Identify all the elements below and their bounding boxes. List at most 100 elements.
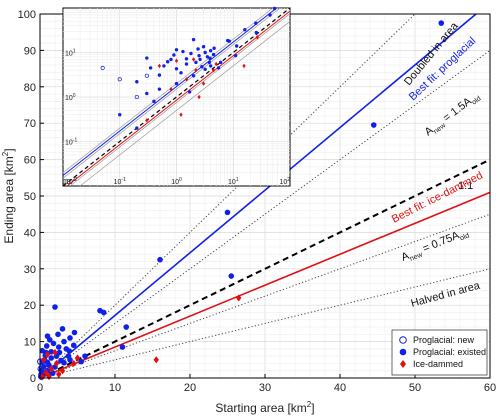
- point-proglacial-existed: [82, 353, 88, 359]
- inset-point-proglacial-existed: [166, 60, 170, 64]
- inset-x-tick-label: 10-1: [114, 177, 126, 186]
- inset-point-proglacial-existed: [184, 57, 189, 61]
- inset-point-proglacial-new: [144, 73, 149, 78]
- inset-point-ice-dammed: [184, 77, 189, 82]
- point-proglacial-existed: [61, 338, 67, 345]
- inset-point-ice-dammed: [255, 35, 259, 40]
- inset-point-proglacial-existed: [135, 80, 139, 84]
- legend-marker-proglacial-new: [399, 336, 407, 344]
- inset-point-proglacial-existed: [169, 57, 173, 62]
- inset-point-proglacial-existed: [196, 47, 200, 51]
- point-proglacial-existed: [48, 355, 55, 361]
- point-ice-dammed: [153, 356, 159, 364]
- point-ice-dammed: [53, 359, 60, 368]
- reference-line-doubled-in-area: [39, 13, 416, 379]
- point-proglacial-existed: [46, 336, 53, 343]
- annotation-one-to-one: 1:1: [458, 180, 473, 192]
- point-proglacial-existed: [48, 348, 55, 355]
- point-proglacial-existed: [438, 20, 445, 26]
- point-ice-dammed: [236, 294, 242, 302]
- inset-reference-line: [62, 7, 277, 176]
- reference-line-a-new-1-5a-old: [39, 49, 491, 379]
- point-proglacial-existed: [123, 324, 130, 330]
- x-tick-label: 10: [109, 382, 121, 394]
- inset-point-proglacial-existed: [205, 55, 210, 59]
- point-proglacial-existed: [370, 122, 377, 128]
- inset-point-proglacial-existed: [254, 21, 258, 25]
- point-proglacial-existed: [52, 304, 58, 310]
- inset-point-proglacial-existed: [226, 38, 230, 43]
- point-proglacial-existed: [56, 349, 63, 356]
- inset-reference-line: [62, 7, 274, 173]
- inset-point-proglacial-existed: [254, 30, 259, 35]
- inset-point-ice-dammed: [242, 63, 246, 69]
- inset-point-proglacial-existed: [208, 48, 213, 53]
- point-ice-dammed: [59, 367, 66, 375]
- inset-point-proglacial-existed: [174, 67, 179, 71]
- x-tick-label: 40: [334, 382, 346, 394]
- point-ice-dammed: [74, 354, 81, 362]
- point-proglacial-existed: [59, 326, 66, 332]
- inset-x-tick-label: 101: [228, 177, 239, 186]
- inset-reference-line: [69, 13, 291, 187]
- point-ice-dammed: [43, 368, 49, 377]
- point-proglacial-existed: [43, 343, 50, 349]
- y-tick-label: 90: [24, 45, 36, 57]
- inset-point-proglacial-existed: [187, 90, 192, 94]
- inset-point-proglacial-existed: [157, 73, 162, 77]
- inset-point-proglacial-existed: [211, 52, 216, 57]
- legend-label-proglacial-existed: Proglacial: existed: [413, 347, 486, 357]
- y-tick-label: 60: [24, 155, 36, 167]
- inset-point-proglacial-existed: [212, 46, 216, 50]
- point-proglacial-existed: [39, 347, 46, 354]
- inset-reference-lines: [62, 7, 291, 187]
- inset-point-proglacial-existed: [174, 81, 179, 86]
- inset-point-proglacial-existed: [197, 53, 201, 58]
- inset-y-tick-label: 10-1: [65, 138, 77, 147]
- point-ice-dammed: [56, 370, 62, 378]
- y-tick-label: 20: [24, 300, 36, 312]
- inset-point-proglacial-existed: [216, 66, 221, 70]
- x-tick-label: 30: [259, 382, 271, 394]
- inset-reference-line: [66, 10, 291, 187]
- inset-y-tick-label: 10-2: [65, 177, 77, 186]
- point-ice-dammed: [41, 356, 47, 364]
- inset-point-proglacial-existed: [194, 60, 198, 65]
- point-proglacial-existed: [55, 331, 61, 338]
- inset-point-ice-dammed: [211, 68, 216, 73]
- inset-point-proglacial-existed: [174, 48, 179, 52]
- inset-point-proglacial-existed: [233, 53, 238, 58]
- inset-point-proglacial-existed: [272, 6, 277, 11]
- reference-line-1-1: [39, 158, 491, 379]
- point-proglacial-existed: [67, 357, 73, 363]
- inset-point-proglacial-existed: [191, 74, 196, 78]
- x-tick-label: 0: [37, 382, 43, 394]
- inset-point-proglacial-existed: [179, 71, 183, 75]
- reference-line-halved-in-area: [39, 268, 491, 379]
- data-points: [37, 20, 445, 381]
- point-proglacial-existed: [61, 359, 67, 366]
- x-axis-label: Starting area [km2]: [215, 400, 314, 415]
- inset-point-proglacial-existed: [234, 44, 239, 48]
- inset-point-proglacial-new: [100, 65, 105, 70]
- inset-point-ice-dammed: [179, 112, 183, 117]
- inset-point-proglacial-existed: [135, 126, 139, 130]
- reference-line-best-fit-ice-dammed: [39, 191, 491, 379]
- legend-marker-ice-dammed: [400, 360, 406, 368]
- legend-label-ice-dammed: Ice-dammed: [413, 359, 463, 369]
- inset-x-tick-label: 100: [171, 177, 182, 186]
- y-tick-label: 30: [24, 264, 36, 276]
- inset-point-proglacial-new: [134, 94, 139, 100]
- inset-point-proglacial-existed: [198, 57, 202, 62]
- legend-box: [391, 329, 488, 376]
- inset-point-proglacial-existed: [157, 87, 162, 91]
- point-proglacial-existed: [66, 348, 73, 354]
- inset-point-proglacial-existed: [200, 64, 204, 69]
- inset-data-points: [100, 6, 277, 130]
- point-proglacial-existed: [67, 335, 73, 341]
- reference-line-best-fit-proglacial: [39, 13, 477, 379]
- y-tick-label: 100: [18, 9, 36, 21]
- legend: Proglacial: new Proglacial: existed Ice-…: [391, 329, 488, 376]
